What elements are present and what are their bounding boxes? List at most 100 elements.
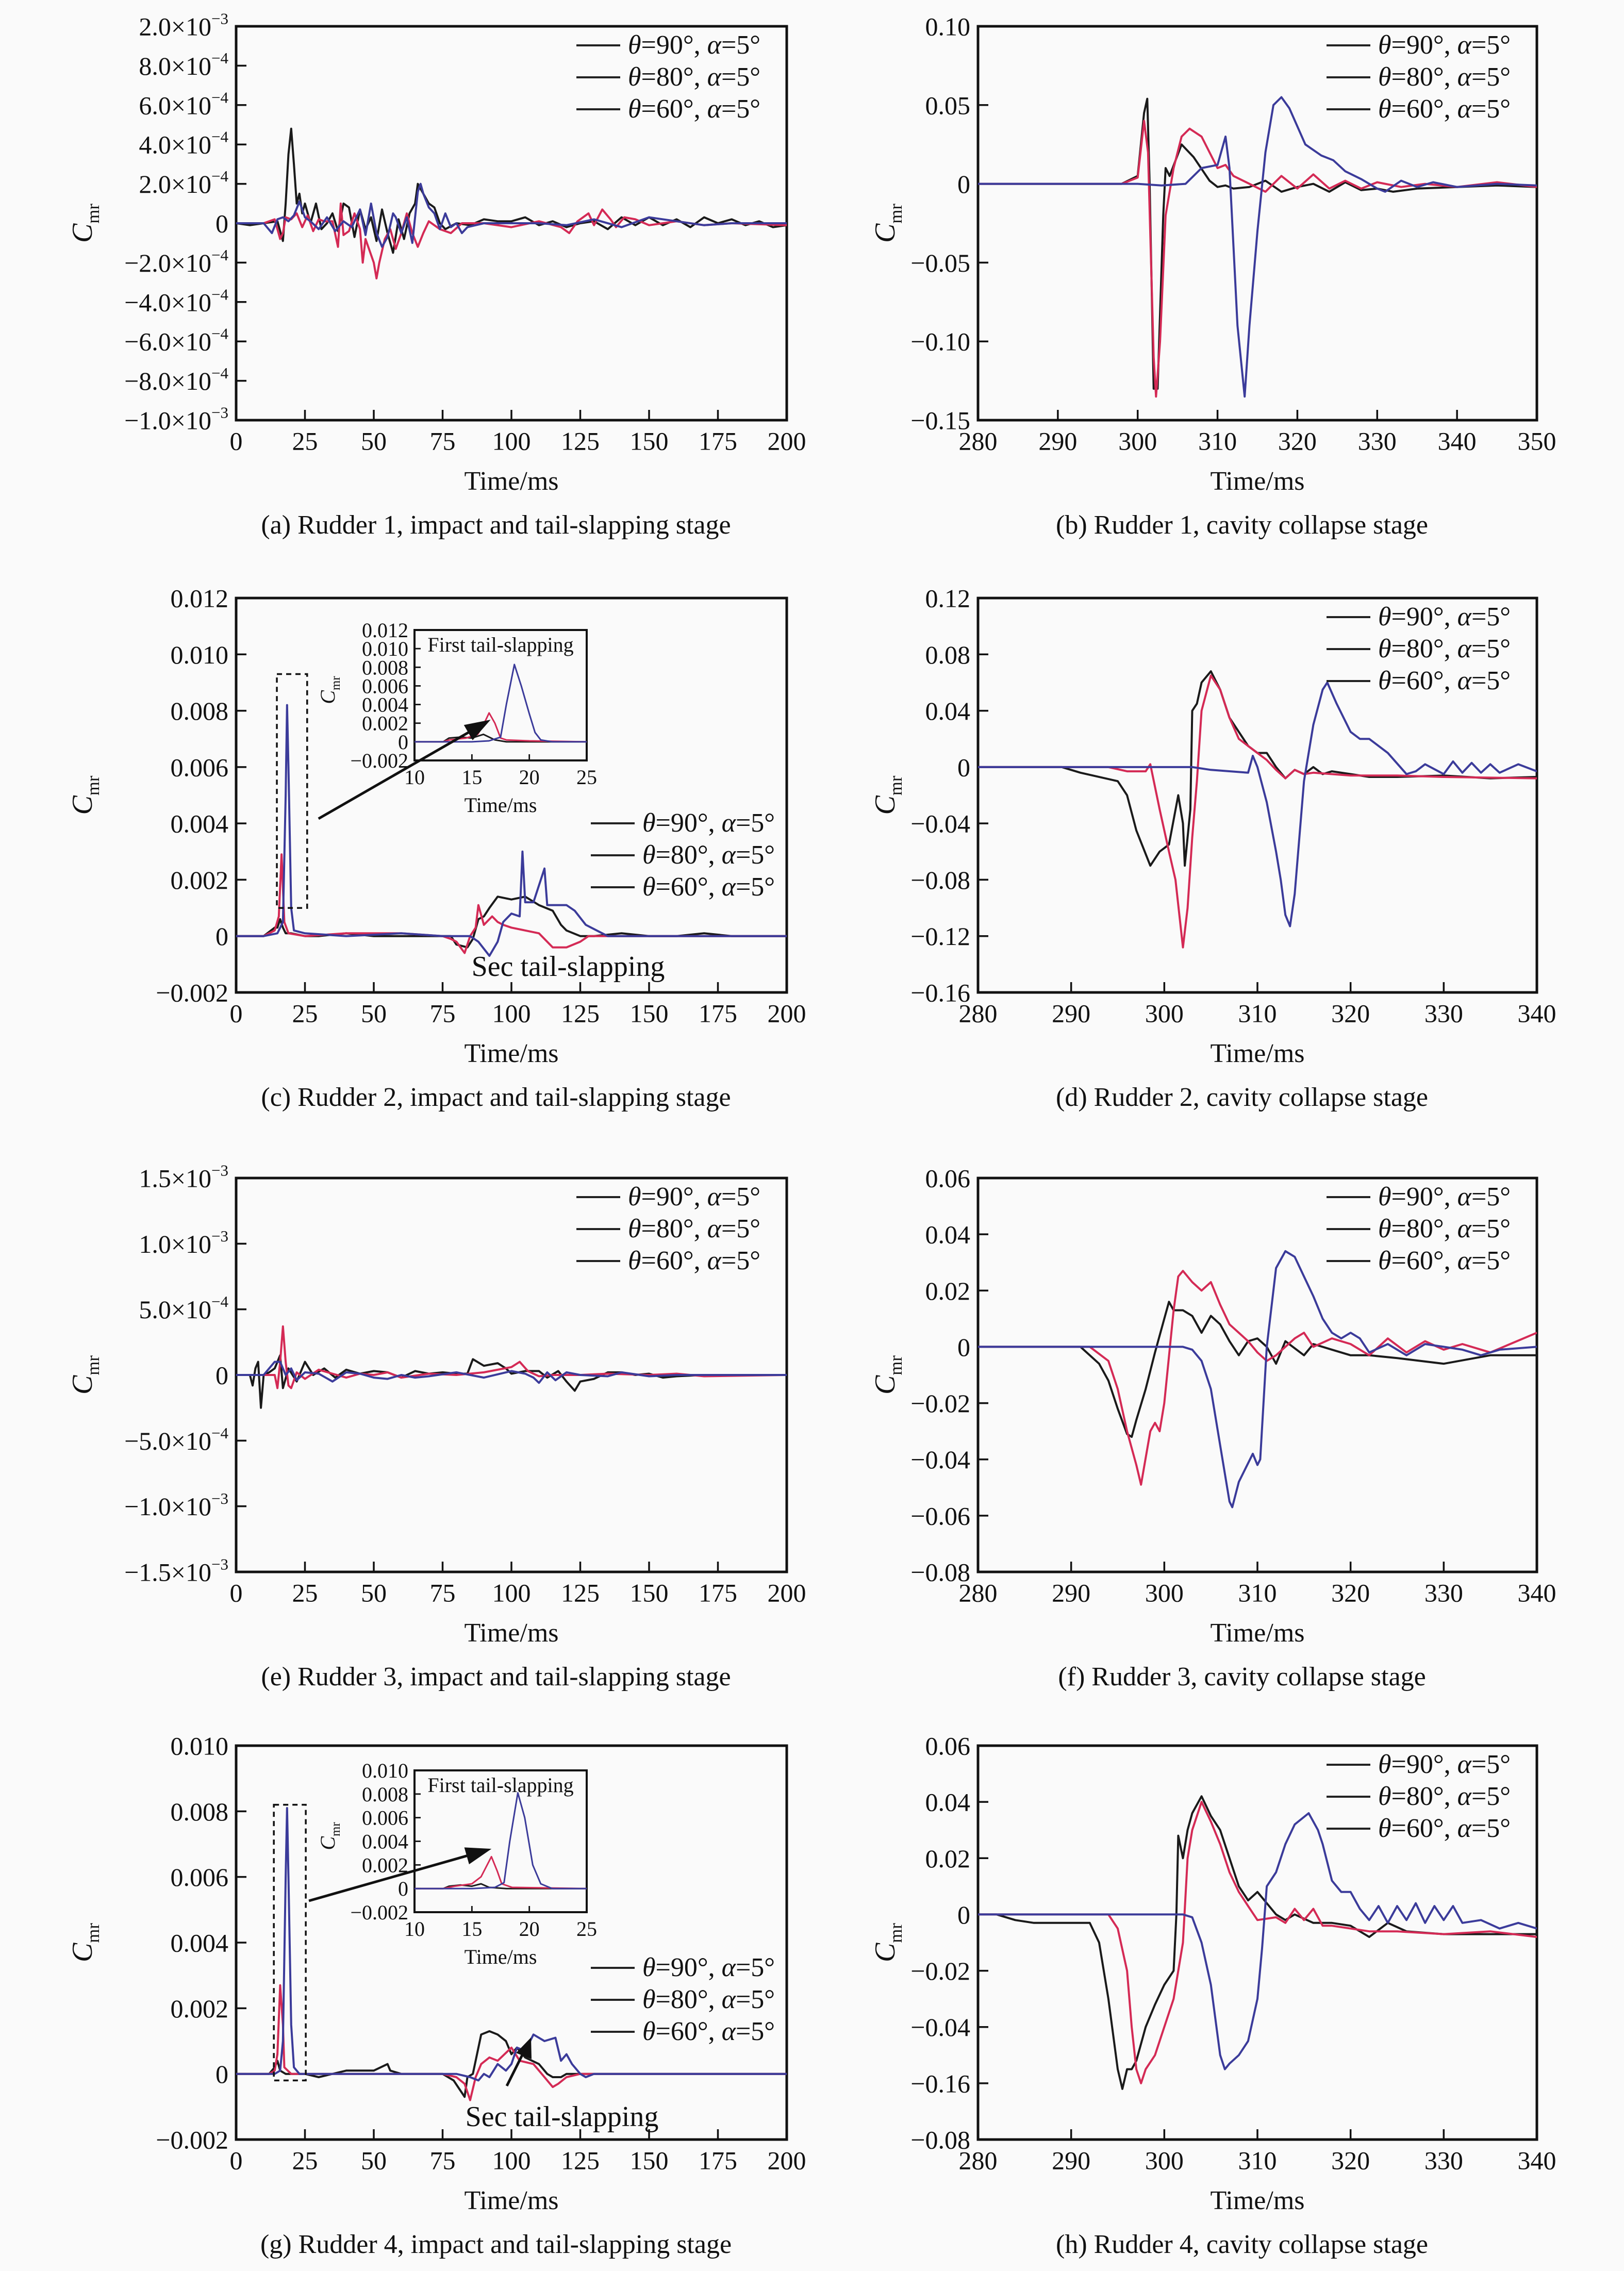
tick-mantissa: 100 bbox=[492, 427, 531, 456]
tick-mantissa: 175 bbox=[699, 2146, 737, 2175]
plot-frame bbox=[976, 1744, 1538, 2141]
tick-mantissa: 340 bbox=[1518, 1579, 1556, 1607]
y-tick-label: 0.002 bbox=[362, 712, 408, 735]
y-tick-label: 0 bbox=[957, 753, 970, 782]
legend-text-part: =80°, bbox=[1391, 62, 1457, 92]
y-tick-label: 0.004 bbox=[171, 1929, 229, 1958]
series-group bbox=[236, 1325, 787, 1409]
x-tick-label: 175 bbox=[699, 1579, 737, 1607]
tick-mantissa: 320 bbox=[1331, 1579, 1370, 1607]
tick-mantissa: 25 bbox=[292, 1579, 318, 1607]
series-group bbox=[236, 127, 787, 279]
tick-exponent: −4 bbox=[211, 364, 228, 382]
x-axis-label: Time/ms bbox=[1210, 2186, 1304, 2215]
series-line-2 bbox=[236, 853, 787, 954]
x-tick-label: 290 bbox=[1052, 1579, 1090, 1607]
tick-mantissa: 0.006 bbox=[171, 1863, 229, 1892]
x-tick-label: 300 bbox=[1145, 1579, 1184, 1607]
tick-mantissa: 200 bbox=[768, 2146, 806, 2175]
x-tick-label: 330 bbox=[1424, 999, 1463, 1028]
y-tick-label: 0.002 bbox=[362, 1853, 408, 1877]
tick-exponent: −4 bbox=[211, 325, 228, 343]
plot-frame bbox=[976, 1176, 1538, 1573]
legend-text-part: α bbox=[1457, 1246, 1472, 1275]
y-tick-label: −0.04 bbox=[910, 809, 970, 838]
legend-text-part: α bbox=[1457, 62, 1472, 92]
legend-text-part: =90°, bbox=[656, 808, 722, 838]
arrow-head-icon bbox=[464, 1847, 492, 1865]
tick-exponent: −3 bbox=[211, 1489, 228, 1507]
series-line-2 bbox=[978, 1270, 1537, 1486]
legend-text-part: =5° bbox=[736, 1985, 775, 2014]
tick-mantissa: 310 bbox=[1238, 1579, 1277, 1607]
legend-text-part: =5° bbox=[1471, 1182, 1511, 1212]
tick-mantissa: −8.0×10 bbox=[124, 367, 211, 395]
x-tick-label: 10 bbox=[404, 766, 425, 789]
y-label-subscript: mr bbox=[886, 1923, 906, 1943]
legend-label: θ=80°, α=5° bbox=[1378, 634, 1511, 664]
tick-mantissa: 75 bbox=[430, 999, 456, 1028]
tick-mantissa: 125 bbox=[561, 2146, 600, 2175]
legend-label: θ=60°, α=5° bbox=[628, 1246, 760, 1275]
y-tick-label: 0.06 bbox=[925, 1164, 971, 1193]
tick-mantissa: 175 bbox=[699, 1579, 737, 1607]
legend-text-part: =5° bbox=[1471, 602, 1511, 632]
x-tick-label: 125 bbox=[561, 999, 600, 1028]
y-label-subscript: mr bbox=[83, 204, 103, 224]
tick-mantissa: 4.0×10 bbox=[139, 130, 211, 159]
legend-text-part: θ bbox=[642, 1953, 656, 1982]
legend-text-part: =5° bbox=[736, 2017, 775, 2046]
tick-mantissa: 0.12 bbox=[925, 584, 971, 613]
x-tick-label: 340 bbox=[1518, 1579, 1556, 1607]
legend-text-part: =5° bbox=[1471, 666, 1511, 695]
annotation-arrow-head-icon bbox=[516, 2037, 532, 2059]
x-tick-label: 290 bbox=[1038, 427, 1077, 456]
tick-mantissa: 0.04 bbox=[925, 697, 971, 725]
tick-mantissa: 320 bbox=[1331, 999, 1370, 1028]
tick-mantissa: 0 bbox=[957, 753, 970, 782]
x-tick-label: 150 bbox=[630, 1579, 669, 1607]
tick-mantissa: 125 bbox=[561, 427, 600, 456]
y-label-subscript: mr bbox=[329, 676, 343, 690]
x-tick-label: 150 bbox=[630, 999, 669, 1028]
y-tick-label: 0.006 bbox=[171, 753, 229, 782]
panel-caption: (f) Rudder 3, cavity collapse stage bbox=[1058, 1662, 1426, 1692]
tick-mantissa: 75 bbox=[430, 1579, 456, 1607]
tick-exponent: −4 bbox=[211, 49, 228, 67]
y-tick-label: −1.5×10−3 bbox=[124, 1555, 228, 1587]
tick-mantissa: 20 bbox=[519, 766, 540, 789]
x-tick-label: 100 bbox=[492, 427, 531, 456]
y-label-base: C bbox=[67, 223, 98, 243]
y-tick-label: 2.0×10−4 bbox=[139, 167, 228, 198]
y-tick-label: 0.008 bbox=[171, 1797, 229, 1826]
x-tick-label: 50 bbox=[361, 999, 387, 1028]
x-tick-label: 340 bbox=[1518, 999, 1556, 1028]
tick-mantissa: 0.04 bbox=[925, 1220, 971, 1249]
tick-mantissa: 340 bbox=[1518, 999, 1556, 1028]
x-tick-label: 175 bbox=[699, 2146, 737, 2175]
legend-text-part: =5° bbox=[721, 94, 760, 124]
legend-label: θ=80°, α=5° bbox=[642, 840, 775, 870]
y-tick-label: −0.002 bbox=[350, 1901, 408, 1924]
y-tick-label: 2.0×10−3 bbox=[139, 10, 228, 41]
y-label-subscript: mr bbox=[83, 775, 103, 795]
tick-exponent: −3 bbox=[211, 1555, 228, 1573]
legend-text-part: =60°, bbox=[1391, 94, 1457, 124]
y-tick-label: 0.10 bbox=[925, 12, 971, 41]
chart-panel-b: 280 290 300 310 320 330 340 350 0.10 0.05 0 −0.05 −0… bbox=[869, 12, 1556, 540]
series-line-3 bbox=[978, 1250, 1537, 1509]
chart-panel-f: 280 290 300 310 320 330 340 0.06 0.04 0.02 0 −0.02 −… bbox=[869, 1164, 1556, 1692]
y-tick-label: 0.010 bbox=[362, 1759, 408, 1782]
y-tick-label: −0.15 bbox=[910, 406, 970, 435]
legend-text-part: =90°, bbox=[1391, 30, 1457, 60]
x-tick-label: 125 bbox=[561, 2146, 600, 2175]
tick-mantissa: 310 bbox=[1238, 999, 1277, 1028]
tick-mantissa: 320 bbox=[1278, 427, 1317, 456]
y-tick-label: 0.010 bbox=[171, 640, 229, 669]
plot-frame bbox=[976, 596, 1538, 994]
tick-mantissa: 340 bbox=[1438, 427, 1477, 456]
tick-mantissa: 0.05 bbox=[925, 91, 971, 120]
tick-mantissa: 0.004 bbox=[171, 1929, 229, 1958]
series-group bbox=[236, 1807, 787, 2101]
tick-mantissa: 0.006 bbox=[362, 1806, 408, 1830]
